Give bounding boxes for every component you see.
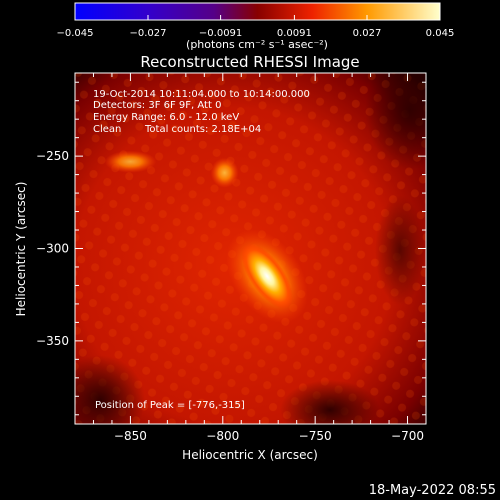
x-axis-ticks: −850 −800 −750 −700 bbox=[92, 73, 427, 443]
annotation-peak-position: Position of Peak = [-776,-315] bbox=[95, 400, 245, 411]
footer-timestamp: 18-May-2022 08:55 bbox=[369, 483, 496, 498]
x-tick-label: −850 bbox=[114, 429, 147, 443]
colorbar-tick-label: −0.027 bbox=[129, 28, 166, 39]
colorbar bbox=[74, 2, 441, 21]
tertiary-source bbox=[104, 150, 157, 173]
annotation-counts: Total counts: 2.18E+04 bbox=[144, 124, 261, 135]
colorbar-tick-label: −0.0091 bbox=[199, 28, 242, 39]
y-tick-label: −250 bbox=[36, 149, 69, 163]
colorbar-tick-label: 0.027 bbox=[353, 28, 382, 39]
x-tick-label: −750 bbox=[299, 429, 332, 443]
y-axis-ticks: −250 −300 −350 bbox=[36, 81, 426, 416]
chart-title: Reconstructed RHESSI Image bbox=[140, 53, 359, 71]
colorbar-tick-label: 0.045 bbox=[426, 28, 455, 39]
annotation-detectors: Detectors: 3F 6F 9F, Att 0 bbox=[93, 100, 221, 111]
colorbar-tick-label: 0.0091 bbox=[277, 28, 312, 39]
y-tick-label: −350 bbox=[36, 334, 69, 348]
colorbar-ticks: −0.045 −0.027 −0.0091 0.0091 0.027 0.045 bbox=[56, 15, 454, 39]
heatmap-image bbox=[75, 73, 426, 424]
x-axis-label: Heliocentric X (arcsec) bbox=[182, 448, 318, 462]
annotation-method: Clean bbox=[93, 124, 121, 135]
annotation-time: 19-Oct-2014 10:11:04.000 to 10:14:00.000 bbox=[93, 89, 310, 100]
x-tick-label: −800 bbox=[206, 429, 239, 443]
y-tick-label: −300 bbox=[36, 242, 69, 256]
secondary-source bbox=[210, 157, 239, 188]
source-blobs bbox=[104, 150, 308, 324]
peak-source bbox=[241, 243, 293, 309]
colorbar-unit-label: (photons cm⁻² s⁻¹ asec⁻²) bbox=[186, 38, 328, 51]
annotation-energy: Energy Range: 6.0 - 12.0 keV bbox=[93, 112, 239, 123]
x-tick-label: −700 bbox=[391, 429, 424, 443]
y-axis-label: Heliocentric Y (arcsec) bbox=[14, 182, 28, 317]
colorbar-tick-label: −0.045 bbox=[56, 28, 93, 39]
